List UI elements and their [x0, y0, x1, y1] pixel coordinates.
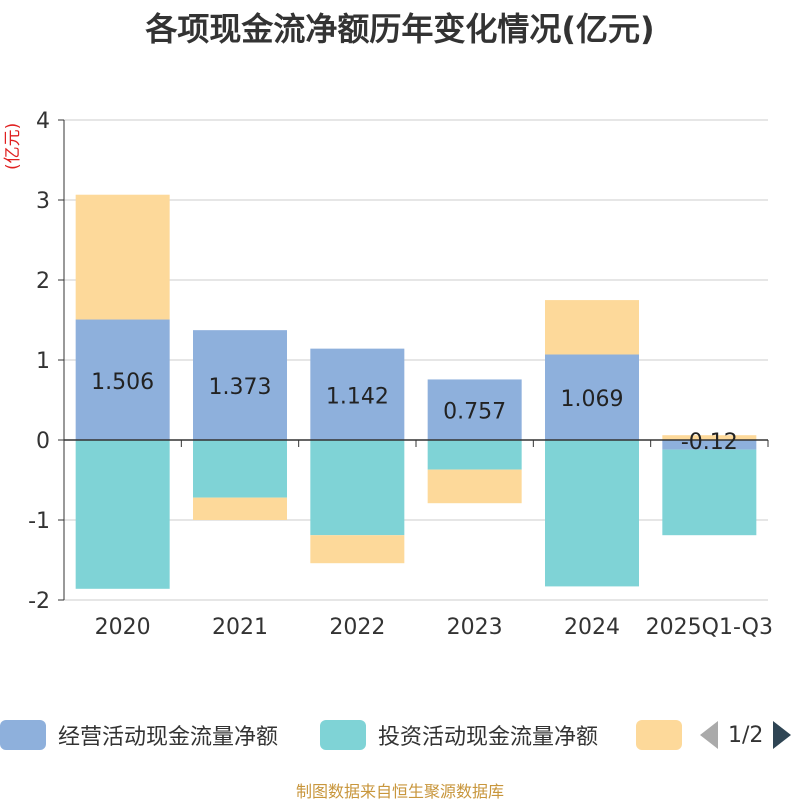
- legend-swatch-financing: [636, 720, 682, 750]
- pager-page-text: 1/2: [728, 722, 764, 748]
- data-label-operating: 1.142: [326, 384, 389, 409]
- y-tick-label: 3: [36, 189, 50, 214]
- bar-investing-2021: [193, 440, 287, 498]
- bar-financing-2025Q1-Q3: [662, 435, 757, 440]
- y-tick-label: 2: [36, 269, 50, 294]
- x-tick-label: 2020: [95, 615, 151, 640]
- x-tick-label: 2024: [564, 615, 620, 640]
- bar-investing-2023: [427, 440, 522, 470]
- bar-operating-2020: [75, 319, 170, 440]
- chart-title: 各项现金流净额历年变化情况(亿元): [145, 10, 655, 48]
- bar-investing-2022: [310, 440, 405, 536]
- bar-financing-2024: [545, 300, 639, 355]
- bar-operating-2024: [545, 354, 639, 440]
- legend-label-operating: 经营活动现金流量净额: [58, 725, 279, 750]
- x-tick-label: 2023: [447, 615, 503, 640]
- data-label-operating: 0.757: [443, 400, 506, 425]
- pager-next-icon[interactable]: [773, 721, 792, 749]
- y-tick-label: -1: [28, 509, 50, 534]
- bar-investing-2025Q1-Q3: [662, 449, 757, 536]
- legend-swatch-operating: [0, 720, 46, 750]
- x-tick-label: 2022: [329, 615, 385, 640]
- y-tick-label: -2: [28, 589, 50, 614]
- bar-investing-2020: [75, 440, 170, 589]
- data-source-note: 制图数据来自恒生聚源数据库: [295, 782, 504, 801]
- legend: 经营活动现金流量净额 投资活动现金流量净额: [0, 712, 800, 758]
- legend-pager: 1/2: [700, 712, 792, 758]
- legend-label-investing: 投资活动现金流量净额: [378, 725, 599, 750]
- bar-operating-2022: [310, 348, 405, 440]
- data-label-operating: -0.12: [681, 430, 738, 455]
- data-label-operating: 1.506: [91, 370, 154, 395]
- x-tick-label: 2021: [212, 615, 268, 640]
- cashflow-chart: 4 3 2 1 0 -1 -2 2020 2021 2022 2023 2024 2025Q1-Q3 1.…: [28, 109, 773, 640]
- pager-prev-icon[interactable]: [700, 721, 718, 749]
- legend-item-investing[interactable]: 投资活动现金流量净额: [320, 712, 598, 758]
- y-tick-label: 1: [36, 349, 50, 374]
- legend-item-financing[interactable]: [636, 712, 682, 758]
- bar-financing-2022: [310, 535, 405, 564]
- bar-operating-2025Q1-Q3: [662, 440, 757, 450]
- bar-financing-2023: [427, 469, 522, 504]
- bar-operating-2021: [193, 330, 287, 440]
- bar-operating-2023: [427, 379, 522, 440]
- y-tick-label: 0: [36, 429, 50, 454]
- y-tick-label: 4: [36, 109, 50, 134]
- bar-financing-2021: [193, 497, 287, 520]
- bar-investing-2024: [545, 440, 639, 587]
- bar-financing-2020: [75, 194, 170, 320]
- data-label-operating: 1.373: [209, 375, 272, 400]
- data-label-operating: 1.069: [561, 387, 624, 412]
- legend-item-operating[interactable]: 经营活动现金流量净额: [0, 712, 278, 758]
- x-tick-label: 2025Q1-Q3: [646, 615, 773, 640]
- legend-swatch-investing: [320, 720, 366, 750]
